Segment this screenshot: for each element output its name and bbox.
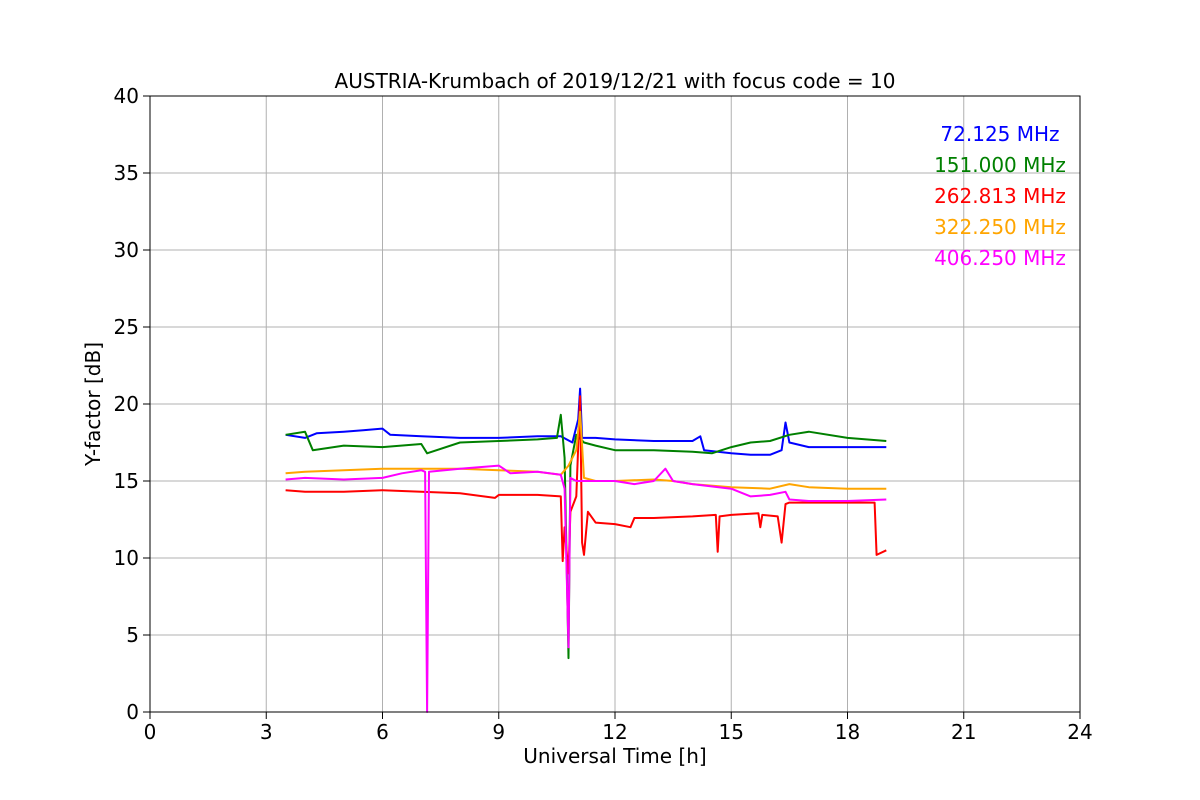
legend-entry: 406.250 MHz	[934, 246, 1066, 270]
x-tick-label: 18	[835, 720, 860, 744]
x-tick-label: 0	[144, 720, 157, 744]
y-tick-label: 40	[114, 84, 139, 108]
y-axis-label: Y-factor [dB]	[81, 342, 105, 467]
legend-entry: 72.125 MHz	[940, 122, 1059, 146]
y-tick-label: 25	[114, 315, 139, 339]
x-tick-label: 9	[492, 720, 505, 744]
y-tick-label: 0	[126, 700, 139, 724]
x-tick-label: 3	[260, 720, 273, 744]
y-tick-label: 15	[114, 469, 139, 493]
x-tick-label: 6	[376, 720, 389, 744]
y-tick-label: 10	[114, 546, 139, 570]
series-line-1	[285, 413, 887, 660]
legend-entry: 262.813 MHz	[934, 184, 1066, 208]
y-tick-label: 30	[114, 238, 139, 262]
x-tick-label: 15	[719, 720, 744, 744]
x-tick-label: 21	[951, 720, 976, 744]
y-tick-label: 20	[114, 392, 139, 416]
x-tick-label: 12	[602, 720, 627, 744]
series-line-3	[285, 410, 887, 490]
y-tick-label: 5	[126, 623, 139, 647]
x-tick-label: 24	[1067, 720, 1092, 744]
x-axis-label: Universal Time [h]	[523, 744, 706, 768]
series-line-4	[285, 464, 887, 713]
series-layer	[285, 387, 887, 713]
legend: 72.125 MHz 151.000 MHz 262.813 MHz 322.250 …	[934, 122, 1066, 270]
ticks: 0 3 6 9 12 15 18 21 24 0 5 10 15 20 25 30 35 40	[114, 84, 1093, 744]
chart-title: AUSTRIA-Krumbach of 2019/12/21 with focu…	[335, 69, 896, 93]
series-line-2	[285, 395, 887, 575]
legend-entry: 151.000 MHz	[934, 153, 1066, 177]
series-line-0	[285, 387, 887, 456]
legend-entry: 322.250 MHz	[934, 215, 1066, 239]
y-tick-label: 35	[114, 161, 139, 185]
